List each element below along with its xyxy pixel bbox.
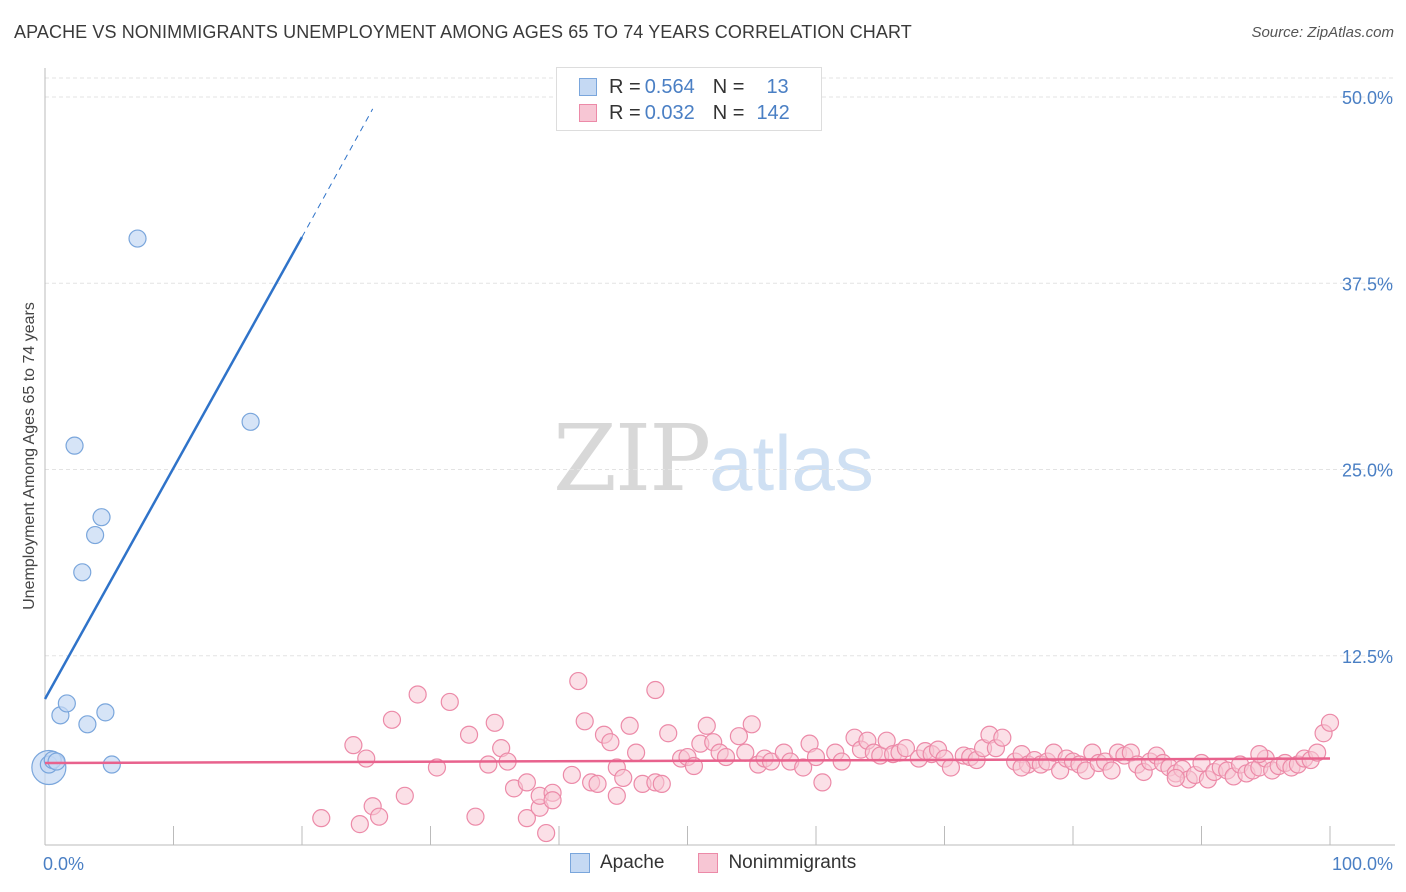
watermark-atlas: atlas bbox=[709, 419, 874, 507]
nonimmigrants-point bbox=[427, 758, 447, 777]
nonimmigrants-point bbox=[646, 680, 665, 700]
legend-item-apache[interactable]: Apache bbox=[570, 852, 664, 874]
apache-point bbox=[86, 525, 105, 545]
nonimmigrants-point bbox=[729, 727, 749, 746]
nonimmigrants-point bbox=[1166, 768, 1185, 788]
nonimmigrants-point bbox=[993, 728, 1012, 747]
nonimmigrants-point bbox=[569, 671, 588, 691]
legend-row-apache: R = 0.564 N = 13 bbox=[579, 75, 789, 99]
apache-r-label: R = bbox=[609, 75, 641, 98]
nonimmigrants-point bbox=[466, 807, 485, 826]
legend-row-nonimmigrants: R = 0.032 N = 142 bbox=[579, 101, 790, 125]
apache-legend-label: Apache bbox=[600, 852, 665, 873]
apache-point bbox=[128, 229, 147, 248]
nonimmigrants-point bbox=[370, 807, 389, 826]
nonimmigrants-point bbox=[517, 773, 536, 792]
chart-title: APACHE VS NONIMMIGRANTS UNEMPLOYMENT AMO… bbox=[14, 22, 912, 42]
nonimmigrants-point bbox=[588, 774, 607, 793]
source-label: Source: ZipAtlas.com bbox=[1251, 24, 1394, 41]
nonimmigrants-point bbox=[794, 758, 813, 777]
nonimmigrants-point bbox=[736, 743, 755, 762]
y-tick-label-3: 50.0% bbox=[1342, 88, 1393, 108]
apache-point bbox=[102, 755, 121, 774]
nonimmigrants-point bbox=[517, 809, 536, 828]
apache-point bbox=[73, 563, 92, 582]
nonimmigrants-point bbox=[1308, 743, 1327, 762]
nonimmigrants-point bbox=[357, 749, 376, 768]
nonimmigrants-point bbox=[659, 724, 678, 743]
nonimmigrants-r-value: 0.032 bbox=[644, 101, 695, 124]
nonimmigrants-point bbox=[395, 786, 414, 805]
nonimmigrants-point bbox=[408, 685, 427, 704]
nonimmigrants-legend-swatch bbox=[698, 853, 719, 873]
nonimmigrants-point bbox=[813, 773, 832, 792]
y-tick-label-2: 37.5% bbox=[1342, 274, 1393, 294]
nonimmigrants-point bbox=[601, 733, 620, 752]
nonimmigrants-point bbox=[562, 765, 581, 785]
correlation-legend: R = 0.564 N = 13 R = 0.032 N = 142 bbox=[556, 67, 822, 131]
nonimmigrants-point bbox=[896, 739, 916, 758]
apache-n-label: N = bbox=[712, 75, 745, 98]
series-legend: Apache Nonimmigrants bbox=[570, 852, 890, 874]
watermark: ZIPatlas bbox=[553, 405, 874, 512]
nonimmigrants-point bbox=[382, 710, 402, 729]
nonimmigrants-point bbox=[607, 786, 626, 805]
apache-point bbox=[47, 752, 66, 771]
apache-point bbox=[96, 703, 115, 722]
nonimmigrants-point bbox=[440, 692, 459, 712]
y-tick-label-1: 25.0% bbox=[1342, 461, 1393, 481]
x-tick-label-0: 0.0% bbox=[43, 854, 84, 874]
nonimmigrants-point bbox=[537, 823, 556, 843]
nonimmigrants-point bbox=[1102, 761, 1121, 780]
nonimmigrants-point bbox=[832, 752, 851, 771]
nonimmigrants-point bbox=[806, 747, 826, 767]
nonimmigrants-point bbox=[626, 743, 646, 762]
apache-point bbox=[92, 508, 111, 527]
nonimmigrants-swatch bbox=[579, 104, 597, 122]
apache-trend-extension bbox=[301, 108, 374, 238]
nonimmigrants-point bbox=[543, 791, 562, 810]
y-tick-label-0: 12.5% bbox=[1342, 647, 1393, 667]
nonimmigrants-r-label: R = bbox=[609, 101, 641, 124]
apache-point bbox=[78, 715, 97, 734]
apache-trend-line bbox=[43, 236, 304, 700]
nonimmigrants-point bbox=[941, 758, 961, 777]
nonimmigrants-point bbox=[1012, 758, 1031, 777]
apache-legend-swatch bbox=[570, 853, 590, 873]
nonimmigrants-point bbox=[614, 768, 633, 788]
nonimmigrants-point bbox=[485, 713, 504, 732]
nonimmigrants-point bbox=[344, 736, 363, 755]
nonimmigrants-point bbox=[652, 774, 671, 793]
apache-point bbox=[57, 694, 76, 713]
apache-n-value: 13 bbox=[766, 75, 789, 98]
watermark-zip: ZIP bbox=[553, 405, 711, 512]
apache-point bbox=[241, 412, 260, 431]
apache-r-value: 0.564 bbox=[644, 75, 695, 98]
nonimmigrants-point bbox=[575, 712, 594, 731]
nonimmigrants-point bbox=[459, 725, 479, 744]
nonimmigrants-point bbox=[742, 715, 761, 734]
nonimmigrants-point bbox=[312, 809, 331, 828]
nonimmigrants-point bbox=[697, 716, 716, 735]
apache-swatch bbox=[579, 78, 597, 96]
nonimmigrants-legend-label: Nonimmigrants bbox=[728, 852, 857, 873]
legend-item-nonimmigrants[interactable]: Nonimmigrants bbox=[698, 852, 856, 874]
nonimmigrants-n-value: 142 bbox=[756, 101, 790, 124]
nonimmigrants-point bbox=[716, 747, 736, 767]
nonimmigrants-n-label: N = bbox=[712, 101, 745, 124]
nonimmigrants-point bbox=[620, 716, 639, 735]
nonimmigrants-point bbox=[1320, 713, 1340, 732]
nonimmigrants-point bbox=[350, 815, 369, 834]
nonimmigrants-trend-line bbox=[44, 757, 1331, 765]
x-tick-label-1: 100.0% bbox=[1332, 854, 1393, 874]
apache-point bbox=[65, 436, 84, 455]
nonimmigrants-point bbox=[479, 755, 498, 774]
